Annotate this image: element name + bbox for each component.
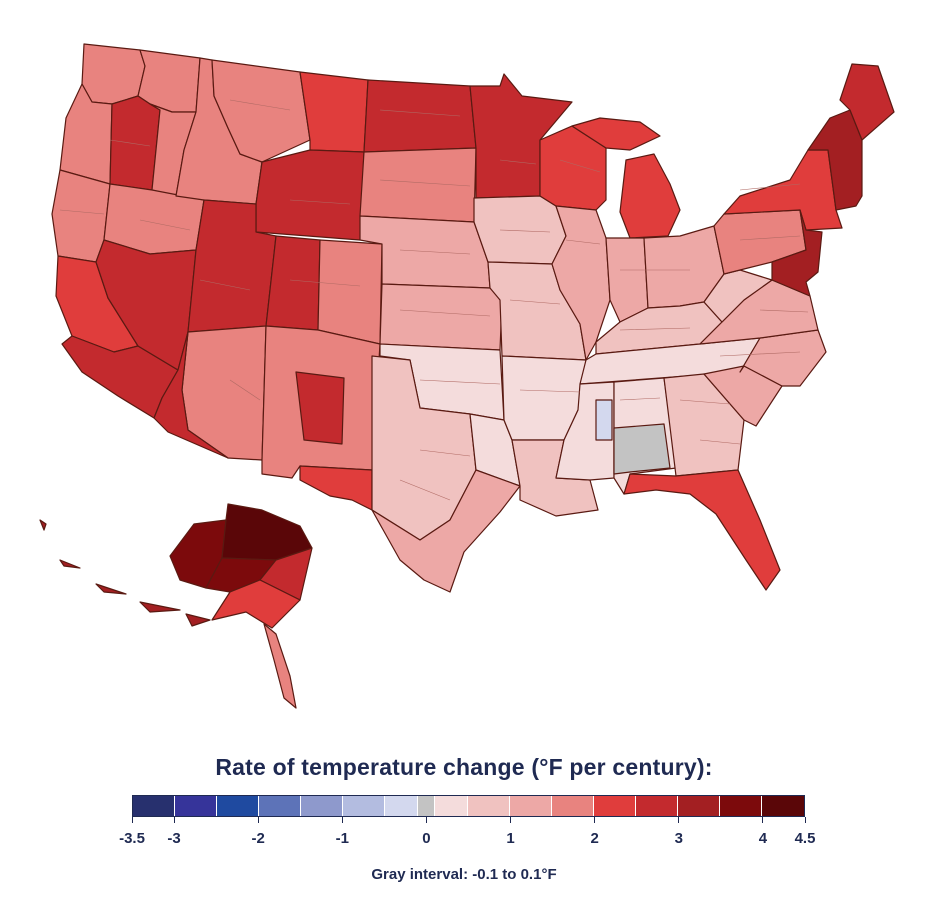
washington-west — [81, 43, 146, 105]
legend-swatch — [552, 796, 595, 816]
legend-tick-label: 4 — [758, 830, 768, 847]
legend-tick-mark — [173, 817, 175, 823]
texas-west — [299, 465, 373, 511]
new-england — [807, 109, 863, 211]
legend-swatch — [133, 796, 175, 816]
legend-swatch — [342, 796, 385, 816]
alaska-panhandle — [263, 623, 297, 709]
legend-swatch — [720, 796, 763, 816]
legend-tick-label: 2 — [590, 830, 599, 847]
legend-title: Rate of temperature change (°F per centu… — [215, 754, 713, 780]
michigan-upper — [571, 117, 661, 151]
michigan-lower — [619, 153, 681, 239]
legend-tick-label: 0 — [422, 830, 431, 847]
legend-tick-mark — [425, 817, 427, 823]
legend-tick-label: 1 — [506, 830, 515, 847]
iowa — [473, 195, 567, 265]
legend-swatch — [216, 796, 259, 816]
kansas — [379, 283, 503, 351]
legend-tick-mark — [594, 817, 596, 823]
legend-tick-mark — [257, 817, 259, 823]
legend-tick-label: -2 — [251, 830, 265, 847]
climate-division-lines — [59, 99, 809, 501]
legend-swatch — [468, 796, 511, 816]
legend-tick-label: 4.5 — [794, 830, 816, 847]
aleutian-islands — [39, 519, 211, 627]
legend-swatch — [594, 796, 637, 816]
legend-tick-mark — [678, 817, 680, 823]
legend-swatch — [762, 796, 804, 816]
legend-swatch — [300, 796, 343, 816]
colorado-east — [317, 239, 383, 345]
minnesota — [469, 73, 573, 199]
legend-note: Gray interval: -0.1 to 0.1°F — [371, 866, 557, 883]
mississippi-east — [595, 399, 613, 441]
florida — [623, 469, 781, 591]
colorado-west — [265, 235, 321, 331]
alabama-central — [613, 423, 671, 475]
legend-tick-label: 3 — [674, 830, 683, 847]
legend-swatch — [434, 796, 469, 816]
georgia — [663, 373, 745, 477]
maine — [839, 63, 895, 141]
temperature-change-map — [39, 43, 895, 709]
south-carolina — [703, 365, 783, 427]
alaska-southcentral — [211, 579, 301, 629]
legend-color-bar — [132, 795, 805, 817]
oregon-central — [109, 95, 161, 191]
legend-tick-label: -3.5 — [119, 830, 145, 847]
legend-tick-mark — [341, 817, 343, 823]
legend-tick-mark — [804, 817, 806, 823]
wyoming — [255, 149, 365, 241]
legend-swatch — [174, 796, 217, 816]
legend-swatch — [678, 796, 721, 816]
new-jersey — [771, 209, 823, 297]
alaska-north — [221, 503, 313, 561]
legend-swatch — [418, 796, 435, 816]
legend-swatch — [510, 796, 553, 816]
legend-tick-mark — [762, 817, 764, 823]
legend-tick-mark — [131, 817, 133, 823]
montana-east — [299, 71, 369, 153]
legend-swatch — [636, 796, 679, 816]
legend-tick-label: -3 — [167, 830, 181, 847]
indiana — [605, 237, 649, 323]
legend-tick-mark — [510, 817, 512, 823]
new-mexico-central — [295, 371, 345, 445]
texas-south — [371, 469, 521, 593]
arizona-southwest — [153, 331, 229, 459]
legend-tick-label: -1 — [335, 830, 349, 847]
legend-swatch — [258, 796, 301, 816]
legend-swatch — [384, 796, 419, 816]
